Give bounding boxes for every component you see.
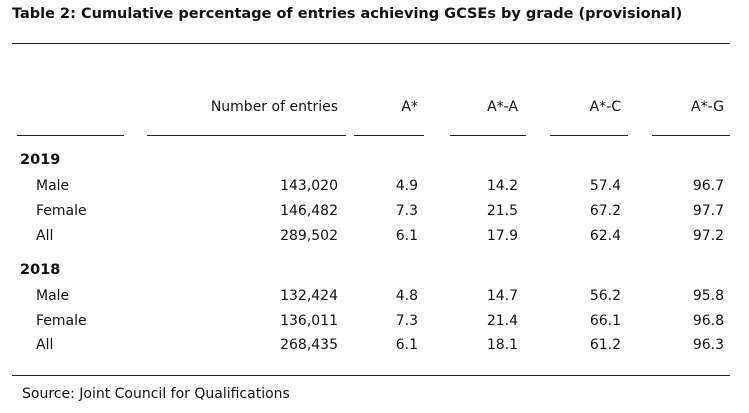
cell-a-star: 4.8 <box>395 288 418 304</box>
cell-a-star: 6.1 <box>395 337 418 353</box>
row-label: Male <box>36 288 70 304</box>
header-a-star-g: A*-G <box>691 99 724 115</box>
cell-a-star: 4.9 <box>395 178 418 194</box>
header-rule-a-star-a <box>450 135 526 136</box>
cell-a-star-c: 66.1 <box>589 313 621 329</box>
row-label: All <box>36 228 54 244</box>
cell-a-star: 7.3 <box>395 313 418 329</box>
cell-a-star-a: 18.1 <box>486 337 518 353</box>
cell-a-star: 7.3 <box>395 203 418 219</box>
header-a-star-a: A*-A <box>487 99 518 115</box>
cell-a-star-c: 57.4 <box>589 178 621 194</box>
header-rule-entries <box>147 135 346 136</box>
cell-a-star-g: 97.2 <box>692 228 724 244</box>
cell-a-star-g: 95.8 <box>692 288 724 304</box>
header-rule-a-star-g <box>652 135 730 136</box>
cell-a-star-g: 96.8 <box>692 313 724 329</box>
cell-a-star-c: 62.4 <box>589 228 621 244</box>
cell-a-star: 6.1 <box>395 228 418 244</box>
cell-a-star-a: 21.4 <box>486 313 518 329</box>
header-a-star-c: A*-C <box>589 99 621 115</box>
cell-entries: 143,020 <box>280 178 338 194</box>
row-label: Female <box>36 203 87 219</box>
cell-a-star-a: 17.9 <box>486 228 518 244</box>
source-note: Source: Joint Council for Qualifications <box>22 386 290 402</box>
group-year-2018: 2018 <box>20 262 61 278</box>
cell-entries: 289,502 <box>280 228 338 244</box>
cell-entries: 132,424 <box>280 288 338 304</box>
cell-a-star-c: 56.2 <box>589 288 621 304</box>
cell-a-star-a: 14.2 <box>486 178 518 194</box>
row-label: All <box>36 337 54 353</box>
cell-a-star-a: 21.5 <box>486 203 518 219</box>
top-rule <box>12 43 730 44</box>
row-label: Male <box>36 178 70 194</box>
cell-a-star-g: 96.3 <box>692 337 724 353</box>
cell-a-star-c: 61.2 <box>589 337 621 353</box>
header-a-star: A* <box>401 99 418 115</box>
bottom-rule <box>12 375 730 376</box>
header-rule-a-star <box>354 135 424 136</box>
row-label: Female <box>36 313 87 329</box>
group-year-2019: 2019 <box>20 152 61 168</box>
header-rule-a-star-c <box>550 135 628 136</box>
cell-a-star-g: 96.7 <box>692 178 724 194</box>
cell-a-star-g: 97.7 <box>692 203 724 219</box>
cell-entries: 136,011 <box>280 313 338 329</box>
cell-entries: 268,435 <box>280 337 338 353</box>
header-number-of-entries: Number of entries <box>210 99 338 115</box>
table-title: Table 2: Cumulative percentage of entrie… <box>12 6 683 22</box>
cell-entries: 146,482 <box>280 203 338 219</box>
header-rule-label <box>17 135 124 136</box>
cell-a-star-c: 67.2 <box>589 203 621 219</box>
cell-a-star-a: 14.7 <box>486 288 518 304</box>
